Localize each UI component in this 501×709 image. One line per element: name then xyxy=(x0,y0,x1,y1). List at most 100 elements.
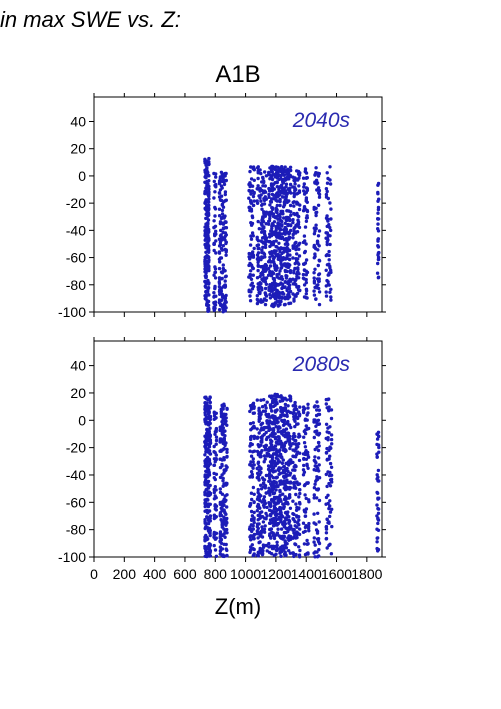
data-point xyxy=(312,256,316,260)
data-point xyxy=(293,424,297,429)
y-tick-label: -60 xyxy=(66,250,86,266)
data-point xyxy=(222,417,226,421)
data-point xyxy=(301,272,306,277)
data-point xyxy=(282,497,287,502)
data-point xyxy=(312,551,316,555)
data-point xyxy=(207,197,211,201)
x-axis-label: Z(m) xyxy=(215,594,261,619)
data-point xyxy=(249,454,254,458)
data-point xyxy=(314,528,319,532)
data-point xyxy=(270,170,274,174)
data-point xyxy=(248,404,253,408)
data-point xyxy=(296,531,300,535)
data-point xyxy=(255,276,260,280)
data-point xyxy=(292,482,296,486)
data-point xyxy=(302,192,307,196)
data-point xyxy=(288,301,293,305)
data-point xyxy=(257,496,261,500)
data-point xyxy=(324,537,328,541)
data-point xyxy=(208,543,212,548)
data-point xyxy=(217,244,222,248)
data-point xyxy=(313,252,317,256)
data-point xyxy=(305,462,309,466)
data-point xyxy=(273,409,278,413)
data-point xyxy=(283,495,287,499)
data-point xyxy=(264,412,268,417)
data-point xyxy=(277,231,281,235)
data-point xyxy=(260,216,265,221)
data-point xyxy=(306,411,310,415)
data-point xyxy=(214,438,219,443)
data-point xyxy=(256,461,260,466)
chart-title: A1B xyxy=(215,61,260,88)
data-point xyxy=(302,206,307,210)
data-point xyxy=(329,207,333,211)
data-point xyxy=(326,217,330,221)
data-point xyxy=(252,552,256,556)
data-point xyxy=(262,232,267,236)
data-point xyxy=(304,242,308,246)
data-point xyxy=(260,230,264,234)
data-point xyxy=(288,182,293,187)
data-point xyxy=(271,271,276,276)
data-point xyxy=(268,288,272,292)
data-point xyxy=(287,257,292,261)
y-tick-label: -60 xyxy=(66,494,86,510)
data-point xyxy=(327,405,331,409)
data-point xyxy=(220,462,224,467)
data-point xyxy=(223,511,227,515)
data-point xyxy=(291,277,295,281)
data-point xyxy=(213,233,217,238)
data-point xyxy=(218,292,222,296)
data-point xyxy=(314,226,318,231)
data-point xyxy=(276,527,280,531)
data-point xyxy=(260,437,264,441)
data-point xyxy=(280,251,284,256)
y-tick-label: 0 xyxy=(78,412,86,428)
data-point xyxy=(312,281,317,285)
data-point xyxy=(328,470,332,475)
data-point xyxy=(268,493,272,497)
data-point xyxy=(223,190,228,194)
data-point xyxy=(376,205,381,210)
data-point xyxy=(270,439,274,444)
data-point xyxy=(207,179,211,183)
data-point xyxy=(292,408,296,412)
data-point xyxy=(248,548,253,552)
data-point xyxy=(260,227,264,231)
data-point xyxy=(206,278,210,283)
data-point xyxy=(284,189,288,193)
data-point xyxy=(288,493,292,497)
data-point xyxy=(324,290,328,294)
data-point xyxy=(294,492,298,497)
data-point xyxy=(207,184,211,189)
data-point xyxy=(292,512,296,517)
data-point xyxy=(324,531,329,535)
data-point xyxy=(316,412,321,417)
data-point xyxy=(204,442,208,446)
data-point xyxy=(250,214,254,218)
data-point xyxy=(278,426,282,430)
data-point xyxy=(214,251,218,255)
data-point xyxy=(324,451,329,455)
data-point xyxy=(292,528,296,532)
data-point xyxy=(207,423,211,427)
data-point xyxy=(273,286,277,291)
data-point xyxy=(249,491,254,495)
data-point xyxy=(269,498,274,502)
data-point xyxy=(315,432,319,436)
data-point xyxy=(285,209,289,213)
data-point xyxy=(294,223,298,227)
data-point xyxy=(276,442,280,446)
scatter-points xyxy=(203,156,381,314)
data-point xyxy=(270,394,274,398)
data-point xyxy=(214,229,218,233)
data-point xyxy=(376,192,380,196)
data-point xyxy=(204,250,208,254)
data-point xyxy=(274,488,278,492)
data-point xyxy=(313,543,317,547)
data-point xyxy=(251,425,255,429)
data-point xyxy=(220,208,225,213)
y-tick-label: 20 xyxy=(70,141,86,157)
data-point xyxy=(303,225,308,229)
